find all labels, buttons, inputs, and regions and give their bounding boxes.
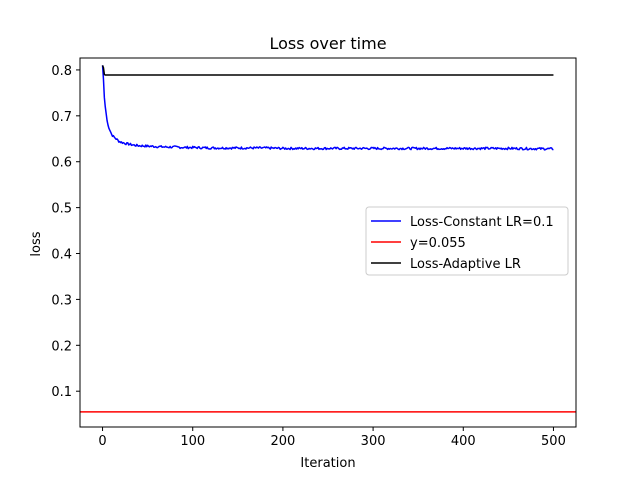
plot-area [80, 65, 576, 413]
y-tick-label-7: 0.8 [51, 64, 72, 79]
y-tick-label-3: 0.4 [51, 248, 72, 263]
y-tick-label-6: 0.7 [51, 110, 72, 125]
series-line-constant-lr [101, 65, 554, 151]
legend-label-1: y=0.055 [410, 236, 466, 251]
legend: Loss-Constant LR=0.1 y=0.055 Loss-Adaptive… [365, 206, 569, 276]
legend-label-0: Loss-Constant LR=0.1 [410, 215, 554, 230]
x-tick-label-2: 200 [270, 434, 295, 449]
y-tick-label-4: 0.5 [51, 202, 72, 217]
legend-label-2: Loss-Adaptive LR [410, 257, 521, 272]
series-line-adaptive-lr [101, 65, 554, 76]
axes-frame [79, 57, 577, 428]
legend-box [365, 206, 569, 276]
y-tick-label-2: 0.3 [51, 293, 72, 308]
y-tick-label-0: 0.1 [51, 385, 72, 400]
x-tick-label-0: 0 [98, 434, 106, 449]
x-tick-label-3: 300 [361, 434, 386, 449]
x-tick-label-4: 400 [451, 434, 476, 449]
chart-title: Loss over time [269, 34, 386, 53]
y-tick-label-1: 0.2 [51, 339, 72, 354]
x-tick-label-5: 500 [541, 434, 566, 449]
x-axis-label: Iteration [300, 456, 355, 471]
y-tick-label-5: 0.6 [51, 156, 72, 171]
y-axis-label: loss [29, 231, 44, 256]
axis-ticks: 0 100 200 300 400 500 0.1 0.2 0.3 0.4 0.5 0.6 0.7 0.8 [51, 64, 566, 449]
x-tick-label-1: 100 [180, 434, 205, 449]
